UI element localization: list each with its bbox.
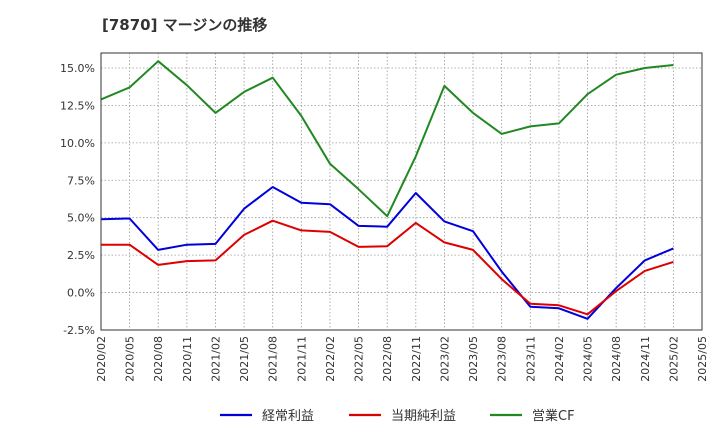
y-tick-label: 12.5% xyxy=(60,99,95,112)
x-tick-label: 2021/02 xyxy=(209,336,222,382)
y-tick-label: 7.5% xyxy=(67,174,95,187)
x-tick-label: 2023/02 xyxy=(438,336,451,382)
x-tick-label: 2021/08 xyxy=(267,336,280,382)
series-line-1 xyxy=(100,186,674,320)
x-tick-label: 2025/02 xyxy=(667,336,680,382)
x-tick-label: 2025/05 xyxy=(696,336,709,382)
y-tick-label: 15.0% xyxy=(60,62,95,75)
x-tick-label: 2023/05 xyxy=(467,336,480,382)
y-axis-ticks: -2.5% 0.0% 2.5% 5.0% 7.5% 10.0% 12.5% 15.0% xyxy=(60,62,95,337)
legend-label: 当期純利益 xyxy=(391,409,456,424)
x-tick-label: 2021/05 xyxy=(238,336,251,382)
x-tick-label: 2020/02 xyxy=(95,336,108,382)
x-tick-label: 2024/11 xyxy=(639,336,652,382)
x-axis-ticks: 2020/02 2020/05 2020/08 2020/11 2021/02 2021/… xyxy=(95,336,709,382)
legend: 経常利益 当期純利益 営業CF xyxy=(220,408,575,424)
x-tick-label: 2022/08 xyxy=(381,336,394,382)
x-tick-label: 2023/08 xyxy=(496,336,509,382)
y-tick-label: -2.5% xyxy=(63,324,95,337)
x-tick-label: 2021/11 xyxy=(295,336,308,382)
y-tick-label: 2.5% xyxy=(67,249,95,262)
x-tick-label: 2022/11 xyxy=(410,336,423,382)
x-tick-label: 2020/11 xyxy=(181,336,194,382)
x-tick-label: 2020/05 xyxy=(124,336,137,382)
series-lines xyxy=(100,60,674,320)
y-tick-label: 5.0% xyxy=(67,212,95,225)
series-line-2 xyxy=(101,219,674,316)
chart-title: [7870] マージンの推移 xyxy=(102,16,267,34)
x-tick-label: 2023/11 xyxy=(524,336,537,382)
legend-label: 経常利益 xyxy=(262,409,314,424)
x-tick-label: 2022/05 xyxy=(353,336,366,382)
x-tick-label: 2024/05 xyxy=(582,336,595,382)
legend-label: 営業CF xyxy=(532,408,575,424)
grid xyxy=(100,53,703,331)
y-tick-label: 0.0% xyxy=(67,287,95,300)
x-tick-label: 2020/08 xyxy=(152,336,165,382)
x-tick-label: 2022/02 xyxy=(324,336,337,382)
plot-frame xyxy=(100,52,703,331)
series-line-3 xyxy=(100,60,674,218)
x-tick-label: 2024/08 xyxy=(610,336,623,382)
x-tick-label: 2024/02 xyxy=(553,336,566,382)
y-tick-label: 10.0% xyxy=(60,137,95,150)
